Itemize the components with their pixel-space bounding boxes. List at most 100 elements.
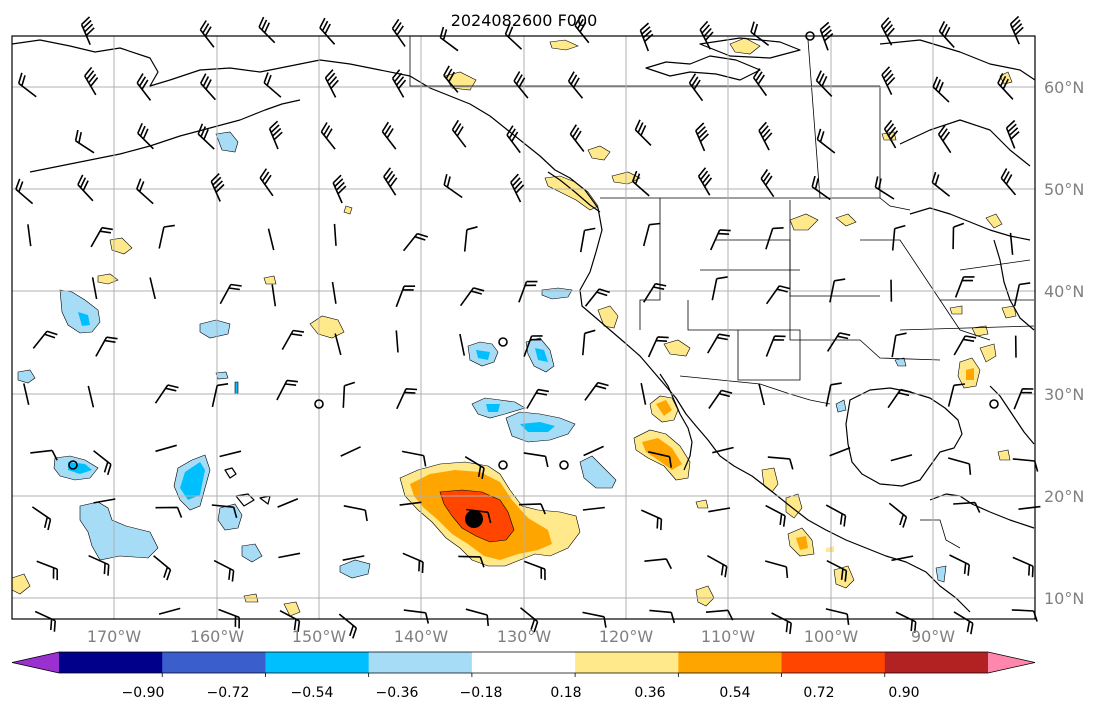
wind-barb bbox=[451, 119, 467, 148]
wind-barb bbox=[1018, 505, 1041, 510]
wind-barb bbox=[199, 73, 216, 101]
wind-barb bbox=[219, 450, 242, 458]
wind-barb bbox=[707, 555, 728, 578]
latitude-labels: 60°N 50°N 40°N 30°N 20°N 10°N bbox=[1044, 78, 1084, 608]
wind-barb bbox=[815, 70, 833, 97]
wind-barb bbox=[634, 119, 652, 146]
wind-barb bbox=[518, 503, 546, 515]
wind-barb bbox=[324, 69, 339, 98]
colorbar bbox=[11, 651, 1036, 677]
wind-barb bbox=[1005, 119, 1020, 149]
wind-barb bbox=[267, 228, 275, 251]
lat-label-60n: 60°N bbox=[1044, 78, 1084, 97]
wind-barb bbox=[688, 73, 704, 102]
wind-barb bbox=[569, 124, 585, 152]
wind-barb bbox=[338, 613, 358, 639]
wind-barb bbox=[895, 611, 917, 633]
wind-barb bbox=[697, 167, 713, 196]
wind-barb bbox=[510, 173, 525, 203]
wind-barb bbox=[277, 497, 299, 508]
wind-barb bbox=[381, 121, 397, 150]
wind-barb bbox=[881, 66, 896, 95]
wind-barb bbox=[210, 173, 225, 202]
wind-barb bbox=[259, 168, 274, 197]
wind-barb bbox=[158, 224, 175, 249]
wind-barb bbox=[158, 607, 181, 615]
wind-barb bbox=[149, 277, 156, 300]
wind-barb bbox=[712, 446, 734, 454]
wind-barb bbox=[15, 178, 34, 205]
negative-anomaly-shading bbox=[17, 131, 947, 583]
wind-barb bbox=[765, 335, 786, 357]
wind-barb bbox=[23, 383, 30, 405]
wind-barb bbox=[458, 555, 485, 568]
wind-barb bbox=[825, 382, 842, 407]
wind-barb bbox=[765, 285, 791, 305]
wind-barb bbox=[74, 129, 95, 154]
wind-barb bbox=[707, 333, 730, 354]
wind-barb bbox=[93, 450, 112, 476]
colorbar-segment bbox=[471, 652, 576, 673]
wind-barbs bbox=[15, 15, 1041, 639]
lon-label-120w: 120°W bbox=[599, 627, 654, 646]
wind-barb bbox=[932, 76, 950, 103]
wind-barb bbox=[88, 554, 110, 576]
calm-wind-markers bbox=[68, 31, 999, 470]
colorbar-tick-label: −0.90 bbox=[122, 685, 165, 701]
colorbar-segment bbox=[265, 652, 370, 673]
wind-barb bbox=[84, 66, 99, 96]
wind-barb bbox=[584, 288, 610, 307]
wind-barb bbox=[17, 72, 37, 98]
colorbar-segment bbox=[781, 652, 886, 673]
colorbar-extend-high bbox=[988, 652, 1035, 673]
wind-barb bbox=[342, 555, 365, 561]
lon-label-150w: 150°W bbox=[292, 627, 347, 646]
wind-barb bbox=[383, 167, 398, 196]
colorbar-segment bbox=[162, 652, 266, 673]
wind-barb bbox=[80, 16, 95, 46]
wind-barb bbox=[443, 65, 459, 93]
wind-barb bbox=[758, 383, 766, 406]
wind-barb bbox=[825, 504, 847, 527]
wind-barb bbox=[197, 123, 215, 150]
wind-barb bbox=[760, 169, 775, 198]
wind-barb bbox=[155, 444, 177, 453]
wind-barb bbox=[27, 224, 32, 247]
wind-barb bbox=[278, 552, 301, 559]
wind-barb bbox=[938, 21, 955, 48]
wind-barb bbox=[36, 560, 58, 581]
wind-barb bbox=[891, 332, 907, 358]
wind-barb bbox=[752, 68, 768, 97]
lon-label-110w: 110°W bbox=[701, 627, 756, 646]
wind-barb bbox=[524, 560, 546, 581]
wind-barb bbox=[136, 178, 154, 205]
wind-barb bbox=[402, 232, 429, 252]
wind-barb bbox=[523, 452, 549, 468]
wind-barb bbox=[709, 229, 731, 251]
wind-barb bbox=[464, 456, 485, 480]
wind-barb bbox=[765, 504, 786, 527]
wind-barb bbox=[506, 125, 521, 154]
wind-barb bbox=[771, 612, 792, 635]
wind-barb bbox=[952, 222, 965, 250]
wind-barb bbox=[583, 445, 604, 457]
wind-barb bbox=[997, 73, 1014, 100]
wind-barb bbox=[1009, 232, 1014, 255]
wind-barb bbox=[953, 501, 981, 513]
colorbar-outline bbox=[11, 651, 1036, 674]
colorbar-tick-label: −0.36 bbox=[376, 685, 419, 701]
wind-barb bbox=[331, 281, 337, 304]
lon-label-140w: 140°W bbox=[394, 627, 449, 646]
wind-barb bbox=[947, 383, 965, 407]
wind-barb bbox=[90, 226, 113, 248]
wind-barb bbox=[708, 507, 731, 513]
wind-barb bbox=[582, 329, 596, 356]
wind-barb bbox=[947, 457, 972, 475]
wind-barb bbox=[399, 501, 422, 506]
graticule bbox=[12, 36, 1035, 619]
wind-barb bbox=[211, 504, 238, 519]
wind-barb bbox=[395, 285, 416, 308]
wind-barb bbox=[523, 335, 543, 357]
wind-barb bbox=[1000, 168, 1017, 196]
wind-barb bbox=[888, 502, 908, 528]
